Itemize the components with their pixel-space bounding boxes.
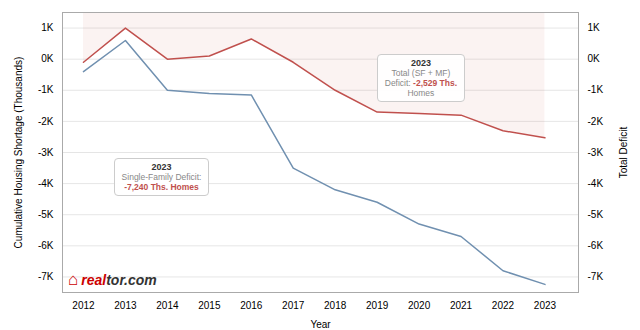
svg-text:Year: Year: [310, 319, 331, 330]
svg-text:2023: 2023: [534, 300, 557, 311]
svg-text:0K: 0K: [588, 53, 601, 64]
svg-text:0K: 0K: [41, 53, 54, 64]
svg-text:-3K: -3K: [588, 147, 604, 158]
html-text:2023: 2023: [410, 58, 431, 68]
svg-text:2017: 2017: [282, 300, 305, 311]
svg-text:Total Deficit: Total Deficit: [618, 126, 629, 178]
svg-text:-4K: -4K: [588, 178, 604, 189]
svg-text:-2K: -2K: [38, 116, 54, 127]
svg-text:-2K: -2K: [588, 116, 604, 127]
svg-text:-4K: -4K: [38, 178, 54, 189]
svg-text:2013: 2013: [114, 300, 137, 311]
html-text:Single-Family Deficit:: Single-Family Deficit:: [121, 171, 202, 182]
svg-text:2022: 2022: [492, 300, 515, 311]
svg-text:2014: 2014: [156, 300, 179, 311]
svg-text:-5K: -5K: [38, 209, 54, 220]
html-text:Homes: Homes: [407, 88, 435, 98]
svg-text:-1K: -1K: [38, 84, 54, 95]
svg-text:-7K: -7K: [588, 271, 604, 282]
svg-text:-5K: -5K: [588, 209, 604, 220]
svg-text:-6K: -6K: [38, 240, 54, 251]
html-text:2023: 2023: [151, 161, 172, 172]
svg-text:-6K: -6K: [588, 240, 604, 251]
svg-text:2020: 2020: [408, 300, 431, 311]
svg-text:2019: 2019: [366, 300, 389, 311]
html-text:-7,240 Ths. Homes: -7,240 Ths. Homes: [124, 181, 199, 192]
svg-text:1K: 1K: [588, 22, 601, 33]
svg-text:2012: 2012: [72, 300, 95, 311]
svg-text:-3K: -3K: [38, 147, 54, 158]
html-text:Total (SF + MF): Total (SF + MF): [391, 68, 451, 78]
html-text:⌂real tor.com: ⌂real tor.com: [68, 270, 157, 289]
svg-text:2016: 2016: [240, 300, 263, 311]
svg-text:-1K: -1K: [588, 84, 604, 95]
svg-text:2018: 2018: [324, 300, 347, 311]
html-text:Deficit: -2,529 Ths.: Deficit: -2,529 Ths.: [384, 78, 457, 88]
svg-text:Cumulative Housing Shortage (T: Cumulative Housing Shortage (Thousands): [13, 57, 24, 249]
svg-text:-7K: -7K: [38, 271, 54, 282]
svg-text:1K: 1K: [41, 22, 54, 33]
svg-text:2015: 2015: [198, 300, 221, 311]
svg-text:2021: 2021: [450, 300, 473, 311]
